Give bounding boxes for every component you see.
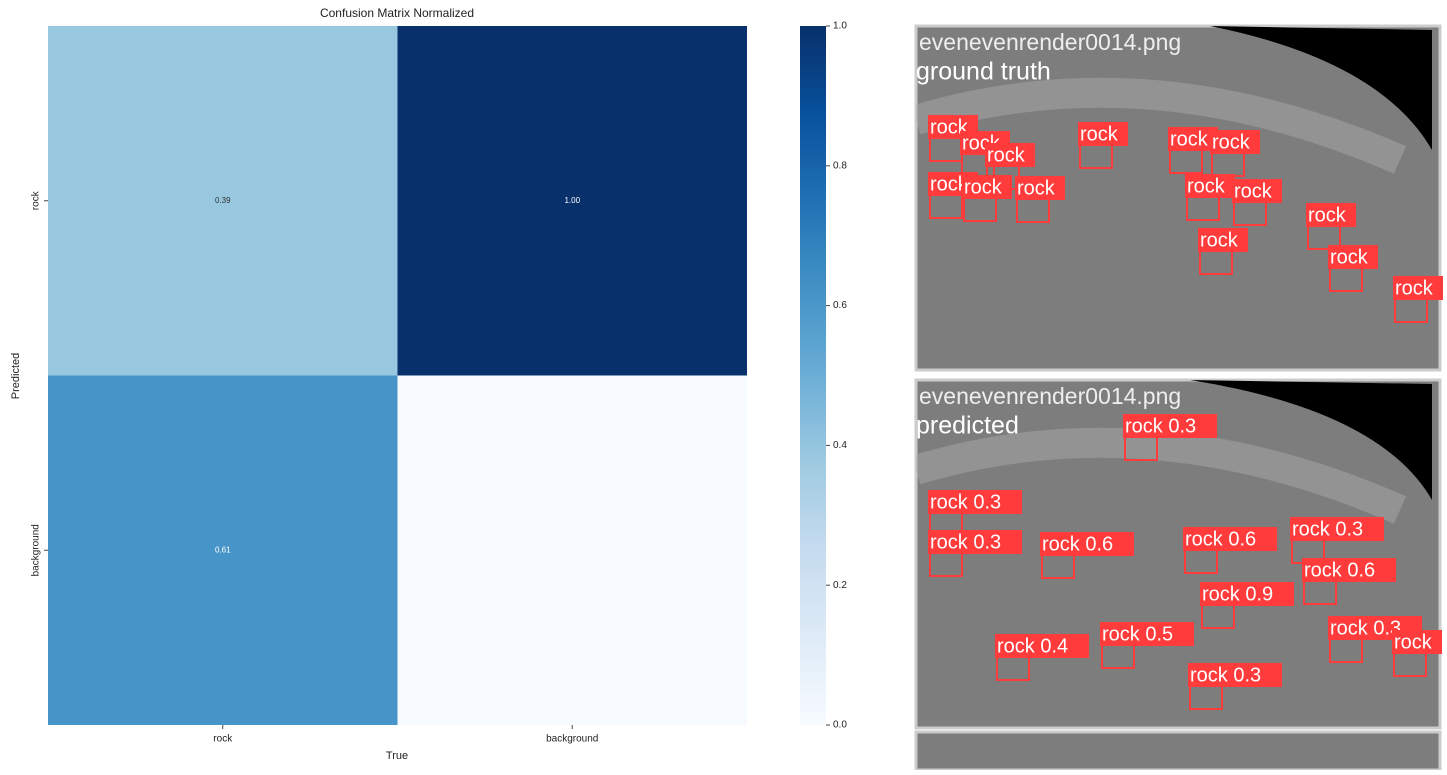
detection-label-bg xyxy=(1290,517,1384,541)
y-axis-label: Predicted xyxy=(10,353,22,399)
detection-label-bg xyxy=(1210,130,1260,154)
detection-label: rock 0.3 xyxy=(1190,664,1261,686)
detection-label-bg xyxy=(1392,630,1442,654)
detection-label-bg xyxy=(1185,174,1235,198)
detection-label: rock 0.3 xyxy=(1330,617,1401,639)
heatmap-cell xyxy=(48,375,398,725)
detection-label-bg xyxy=(1078,122,1128,146)
detection-label-bg xyxy=(1393,276,1443,300)
detection-label-bg xyxy=(985,143,1035,167)
detection-label: rock 0.6 xyxy=(1304,559,1375,581)
colorbar-tick-label: 0.6 xyxy=(833,300,847,311)
image-caption: ground truth xyxy=(916,58,1051,86)
detection-label-bg xyxy=(1328,245,1378,269)
cell-label: 0.39 xyxy=(215,196,231,205)
detection-label-bg xyxy=(1200,582,1294,606)
detection-label-bg xyxy=(1015,176,1065,200)
detection-label: rock 0.9 xyxy=(1202,583,1273,605)
detection-label: rock xyxy=(930,116,969,138)
detection-label: rock 0.3 xyxy=(930,531,1001,553)
image-filename: evenevenrender0014.png xyxy=(919,383,1181,409)
x-tick-label: background xyxy=(546,734,598,745)
detection-label-bg xyxy=(1198,228,1248,252)
detection-label: rock xyxy=(1394,631,1433,653)
detection-label: rock xyxy=(1212,131,1251,153)
detection-label-bg xyxy=(1040,532,1134,556)
image-caption: predicted xyxy=(916,412,1019,440)
heatmap-cell xyxy=(397,375,747,725)
detection-label: rock xyxy=(1017,177,1056,199)
detection-label-bg xyxy=(1183,527,1277,551)
detection-label: rock xyxy=(1170,128,1209,150)
colorbar-tick-label: 0.8 xyxy=(833,160,847,171)
detection-label-bg xyxy=(1188,663,1282,687)
detection-label-bg xyxy=(1168,127,1218,151)
detection-label: rock xyxy=(1330,246,1369,268)
colorbar-tick-label: 0.4 xyxy=(833,440,847,451)
detection-label: rock 0.5 xyxy=(1102,623,1173,645)
y-tick-label: background xyxy=(31,524,42,576)
detection-label-bg xyxy=(962,175,1012,199)
image-filename: evenevenrender0014.png xyxy=(919,29,1181,55)
detection-label-bg xyxy=(1123,414,1217,438)
detection-label-bg xyxy=(928,490,1022,514)
cell-label: 0.61 xyxy=(215,545,231,554)
colorbar-tick-label: 0.2 xyxy=(833,580,847,591)
colorbar xyxy=(800,26,826,725)
detection-label: rock xyxy=(987,144,1026,166)
detection-label: rock xyxy=(1080,123,1119,145)
detection-label-bg xyxy=(1100,622,1194,646)
y-tick-label: rock xyxy=(31,190,42,210)
chart-title: Confusion Matrix Normalized xyxy=(320,6,474,20)
heatmap-cell xyxy=(397,26,747,376)
detection-label: rock xyxy=(1395,277,1434,299)
detection-label-bg xyxy=(928,530,1022,554)
colorbar-tick-label: 1.0 xyxy=(833,21,847,32)
detection-label: rock 0.4 xyxy=(997,635,1068,657)
detection-label: rock xyxy=(1234,180,1273,202)
detection-label: rock 0.3 xyxy=(1292,518,1363,540)
detection-label-bg xyxy=(1302,558,1396,582)
detection-label: rock xyxy=(964,176,1003,198)
heatmap-cell xyxy=(48,26,398,376)
detection-label: rock 0.3 xyxy=(1125,415,1196,437)
detection-label: rock xyxy=(1187,175,1226,197)
colorbar-tick-label: 0.0 xyxy=(833,720,847,731)
detection-label-bg xyxy=(1232,179,1282,203)
detection-label: rock xyxy=(930,173,969,195)
cell-label: 1.00 xyxy=(564,196,580,205)
detection-label-bg xyxy=(995,634,1089,658)
detection-label: rock 0.6 xyxy=(1185,528,1256,550)
x-axis-label: True xyxy=(386,750,408,762)
detection-label: rock xyxy=(1308,204,1347,226)
detection-label: rock 0.3 xyxy=(930,491,1001,513)
detection-label: rock 0.6 xyxy=(1042,533,1113,555)
x-tick-label: rock xyxy=(213,734,233,745)
image-panel xyxy=(914,730,1442,772)
detection-label: rock xyxy=(1200,229,1239,251)
detection-label-bg xyxy=(1306,203,1356,227)
